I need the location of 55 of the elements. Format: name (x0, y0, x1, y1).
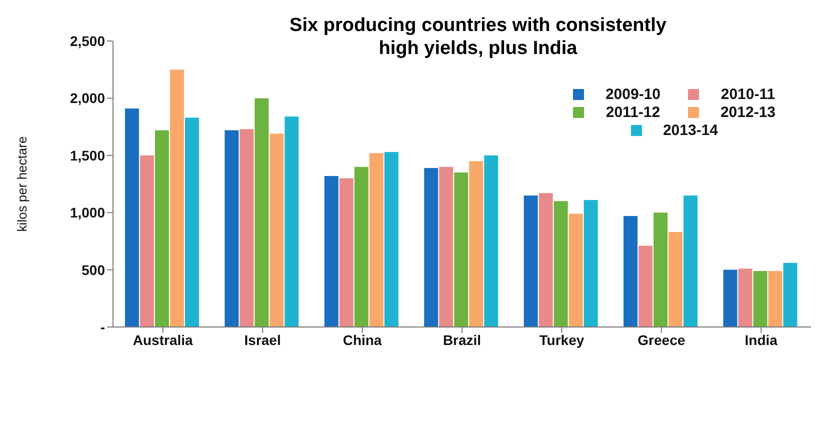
bar (140, 155, 154, 327)
legend-label: 2012-13 (719, 104, 777, 121)
bar (270, 134, 284, 327)
bar (484, 155, 498, 327)
bar (240, 129, 254, 327)
bar (369, 153, 384, 327)
bar (339, 178, 354, 327)
bar (154, 130, 169, 327)
bar (624, 216, 638, 327)
bar (439, 166, 454, 327)
x-tick-label: China (342, 332, 382, 348)
bar (768, 270, 782, 327)
bar (184, 118, 199, 327)
bar (668, 232, 683, 327)
x-tick-label: Australia (132, 332, 194, 348)
bar (354, 166, 368, 327)
bar (783, 262, 798, 327)
bar (284, 116, 299, 327)
bar (454, 172, 468, 327)
x-tick-label: Brazil (442, 332, 482, 348)
bar (584, 200, 598, 327)
legend-label: 2010-11 (720, 86, 776, 103)
y-tick-label: 2,500 (70, 32, 106, 49)
bar (723, 270, 738, 327)
y-tick-label: 2,000 (70, 90, 106, 106)
bar (568, 214, 583, 327)
x-tick-label: India (744, 332, 778, 348)
bar (254, 98, 269, 327)
bar (738, 268, 752, 327)
bar (554, 201, 568, 327)
x-tick-label: Turkey (539, 332, 584, 348)
y-tick-label: - (100, 318, 106, 335)
bar (638, 246, 653, 327)
legend-label: 2009-10 (604, 86, 662, 103)
bar (684, 195, 698, 327)
bar (384, 152, 398, 327)
bar (224, 130, 239, 327)
bar (524, 195, 538, 327)
y-axis-title: kilos per hectare (14, 136, 30, 232)
bar (424, 168, 438, 327)
y-tick-label: 500 (82, 262, 106, 278)
bar (124, 108, 139, 327)
x-tick-label: Israel (244, 332, 281, 348)
legend-label: 2013-14 (662, 122, 720, 139)
bar (324, 176, 338, 327)
y-tick-label: 1,500 (70, 147, 106, 164)
bar (469, 161, 484, 327)
bar (654, 212, 668, 327)
bar (538, 193, 553, 327)
chart-title: Six producing countries with consistently high yields, plus India (288, 14, 668, 60)
legend-label: 2011-12 (604, 104, 662, 121)
x-tick-label: Greece (638, 332, 686, 348)
y-tick-label: 1,000 (70, 204, 106, 221)
bar (170, 70, 184, 327)
bar (753, 270, 768, 327)
